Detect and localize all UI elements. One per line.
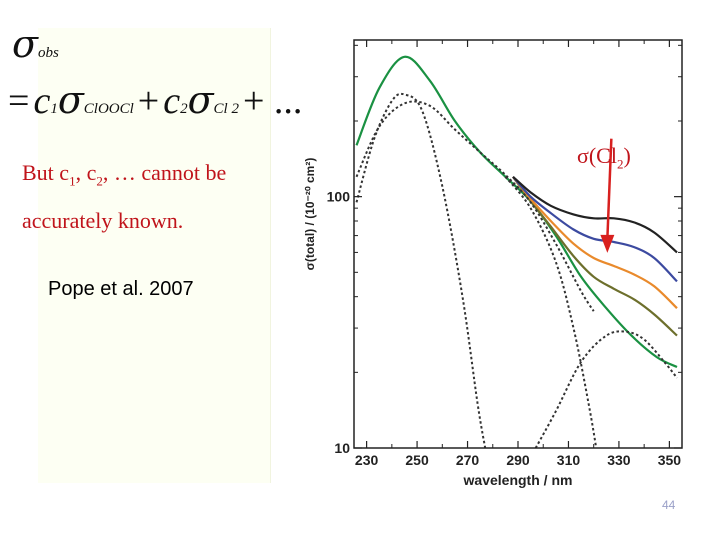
coef-c2: c bbox=[163, 80, 181, 122]
y-axis-label: σ(total) / (10⁻²⁰ cm²) bbox=[303, 158, 317, 271]
equation-lhs: σobs bbox=[12, 22, 59, 66]
x-tick-label-230: 230 bbox=[355, 452, 379, 468]
cl2-arrow-head bbox=[600, 234, 615, 253]
note-sub-2: 2 bbox=[96, 173, 103, 189]
cross-section-chart: 230 250 270 290 310 330 350 10 100 σ(total) / (1… bbox=[303, 39, 683, 488]
text-panel-background bbox=[38, 28, 271, 483]
component-curve-7 bbox=[504, 176, 598, 448]
component-curve-5 bbox=[355, 100, 595, 312]
sigma-symbol: σ bbox=[12, 22, 38, 66]
equation-rhs: = c1σClOOCl + c2σCl 2 + ... bbox=[8, 78, 302, 123]
note-sub-1: 1 bbox=[69, 173, 76, 189]
cl2-label-post: ) bbox=[623, 143, 631, 168]
note-line-2: accurately known. bbox=[22, 208, 184, 233]
cl2-label-pre: σ(Cl bbox=[577, 143, 617, 168]
sigma-clooocl-symbol: σ bbox=[57, 78, 84, 122]
plot-frame bbox=[353, 39, 683, 449]
x-tick-label-350: 350 bbox=[658, 452, 682, 468]
note-line-1: But c1, c2, … cannot be bbox=[22, 160, 226, 189]
equation-tail: + ... bbox=[242, 80, 303, 122]
x-tick-label-310: 310 bbox=[557, 452, 581, 468]
sigma-cl2-symbol: σ bbox=[187, 78, 214, 122]
total-curve-1 bbox=[512, 176, 678, 337]
y-tick-label-100: 100 bbox=[327, 189, 351, 205]
plus-sign: + bbox=[137, 80, 160, 122]
sigma-cl2-sub: Cl 2 bbox=[213, 101, 239, 117]
cl2-arrow-shaft bbox=[606, 138, 613, 239]
coef-c1-sub: 1 bbox=[50, 101, 58, 117]
x-tick-label-250: 250 bbox=[405, 452, 429, 468]
x-tick-label-330: 330 bbox=[607, 452, 631, 468]
equals-sign: = bbox=[8, 80, 30, 122]
coef-c2-sub: 2 bbox=[180, 101, 188, 117]
axis-layer: 230 250 270 290 310 330 350 10 100 bbox=[327, 39, 683, 468]
note-line-1-post: , … cannot be bbox=[102, 160, 227, 185]
x-axis-label: wavelength / nm bbox=[463, 472, 573, 488]
plot-layer bbox=[355, 55, 678, 448]
cl2-label-sub: 2 bbox=[616, 156, 624, 172]
sigma-clooocl-sub: ClOOCl bbox=[83, 101, 134, 117]
coef-c1: c bbox=[33, 80, 51, 122]
component-curve-8 bbox=[534, 330, 678, 448]
component-curve-6 bbox=[355, 92, 487, 448]
sigma-subscript: obs bbox=[37, 45, 59, 61]
x-tick-label-290: 290 bbox=[506, 452, 530, 468]
x-tick-label-270: 270 bbox=[456, 452, 480, 468]
total-curve-3 bbox=[512, 176, 678, 283]
total-curve-2 bbox=[512, 176, 678, 309]
note-line-1-pre: But c bbox=[22, 160, 70, 185]
y-tick-label-10: 10 bbox=[334, 440, 350, 456]
page-number: 44 bbox=[662, 498, 676, 512]
total-curve-4 bbox=[512, 175, 678, 254]
cl2-annotation-label: σ(Cl2) bbox=[577, 143, 631, 172]
note-line-1-mid: , c bbox=[75, 160, 97, 185]
reference-citation: Pope et al. 2007 bbox=[48, 278, 194, 300]
